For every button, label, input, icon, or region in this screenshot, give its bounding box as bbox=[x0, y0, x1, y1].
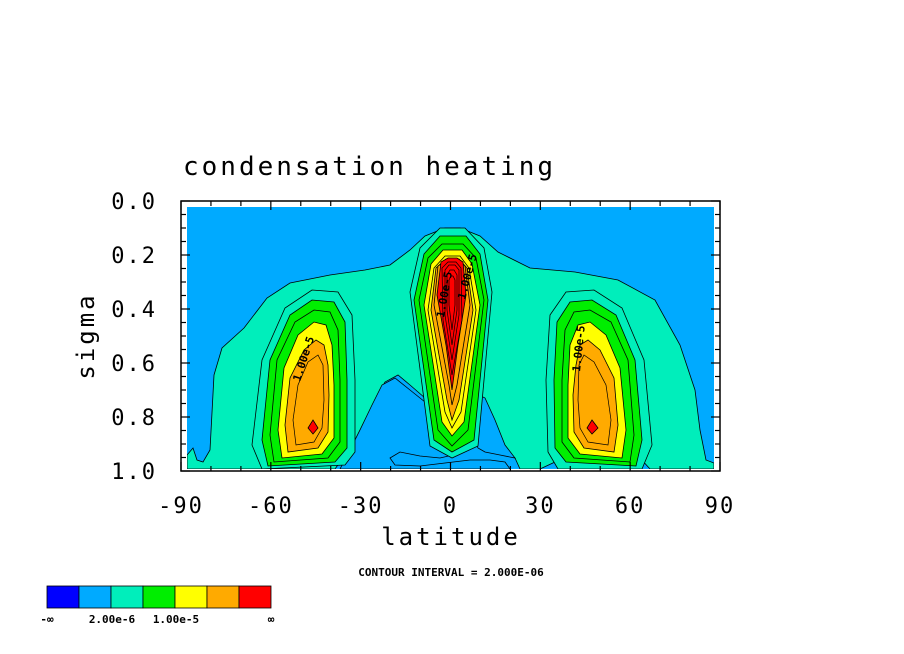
x-tick-label: 0 bbox=[443, 494, 458, 519]
y-axis: 0.0 0.2 0.4 0.6 0.8 1.0 bbox=[111, 190, 720, 485]
colorbar-label-high: 1.00e-5 bbox=[153, 613, 199, 626]
colorbar-label-low: 2.00e-6 bbox=[89, 613, 136, 626]
y-tick-label: 0.4 bbox=[111, 298, 157, 323]
x-tick-label: 30 bbox=[525, 494, 556, 519]
colorbar-box bbox=[142, 585, 176, 609]
colorbar-box bbox=[174, 585, 208, 609]
colorbar-box bbox=[238, 585, 272, 609]
x-tick-label: 90 bbox=[705, 494, 736, 519]
y-tick-label: 0.0 bbox=[111, 190, 157, 215]
chart-title: condensation heating bbox=[183, 152, 556, 182]
y-tick-label: 0.6 bbox=[111, 352, 157, 377]
x-axis-label: latitude bbox=[381, 523, 521, 551]
y-axis-label: sigma bbox=[72, 292, 100, 379]
colorbar-box bbox=[78, 585, 112, 609]
y-tick-label: 0.2 bbox=[111, 244, 157, 269]
y-tick-label: 0.8 bbox=[111, 406, 157, 431]
northern-maximum bbox=[545, 289, 653, 469]
x-tick-label: -90 bbox=[158, 494, 204, 519]
colorbar-box bbox=[110, 585, 144, 609]
colorbar-label-min: -∞ bbox=[40, 613, 54, 626]
x-axis: -90 -60 -30 0 30 60 90 bbox=[158, 201, 736, 519]
colorbar-box bbox=[46, 585, 80, 609]
southern-maximum bbox=[251, 289, 356, 469]
colorbar: -∞ 2.00e-6 1.00e-5 ∞ bbox=[40, 585, 275, 626]
y-tick-label: 1.0 bbox=[111, 460, 157, 485]
contour-interval-note: CONTOUR INTERVAL = 2.000E-06 bbox=[358, 566, 544, 579]
colorbar-box bbox=[206, 585, 240, 609]
plot-area: 1.00e-5 1.00e-5 1.00e-5 1.00e-5 bbox=[187, 207, 714, 469]
fill-level-1-pocket-left bbox=[339, 377, 511, 469]
x-tick-label: -60 bbox=[248, 494, 294, 519]
tropical-maximum bbox=[409, 227, 493, 459]
contour-label-northern: 1.00e-5 bbox=[570, 325, 588, 372]
x-tick-label: -30 bbox=[338, 494, 384, 519]
x-tick-label: 60 bbox=[615, 494, 646, 519]
colorbar-label-max: ∞ bbox=[268, 613, 275, 626]
